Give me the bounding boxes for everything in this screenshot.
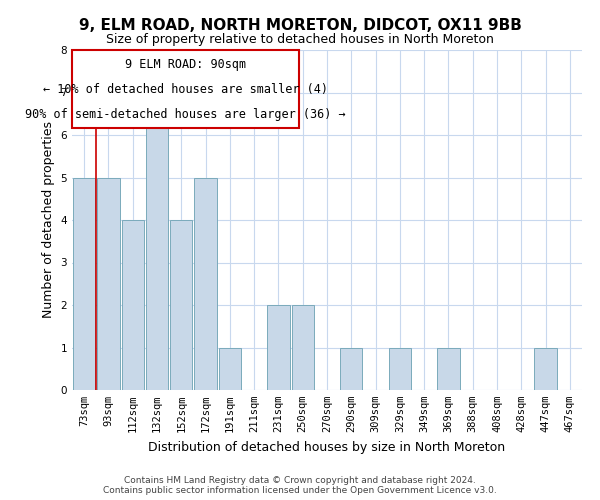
Text: ← 10% of detached houses are smaller (4): ← 10% of detached houses are smaller (4) — [43, 82, 328, 96]
Text: Contains HM Land Registry data © Crown copyright and database right 2024.
Contai: Contains HM Land Registry data © Crown c… — [103, 476, 497, 495]
Bar — [122, 220, 144, 390]
Bar — [267, 305, 290, 390]
Bar — [535, 348, 557, 390]
Y-axis label: Number of detached properties: Number of detached properties — [42, 122, 55, 318]
Bar — [389, 348, 411, 390]
Text: 9 ELM ROAD: 90sqm: 9 ELM ROAD: 90sqm — [125, 58, 246, 70]
Bar — [146, 92, 168, 390]
Bar — [73, 178, 95, 390]
Text: Size of property relative to detached houses in North Moreton: Size of property relative to detached ho… — [106, 32, 494, 46]
Bar — [218, 348, 241, 390]
X-axis label: Distribution of detached houses by size in North Moreton: Distribution of detached houses by size … — [148, 440, 506, 454]
Text: 90% of semi-detached houses are larger (36) →: 90% of semi-detached houses are larger (… — [25, 108, 346, 120]
Bar — [340, 348, 362, 390]
Bar — [292, 305, 314, 390]
Bar — [437, 348, 460, 390]
Text: 9, ELM ROAD, NORTH MORETON, DIDCOT, OX11 9BB: 9, ELM ROAD, NORTH MORETON, DIDCOT, OX11… — [79, 18, 521, 32]
Bar — [97, 178, 119, 390]
Bar — [170, 220, 193, 390]
Bar — [194, 178, 217, 390]
